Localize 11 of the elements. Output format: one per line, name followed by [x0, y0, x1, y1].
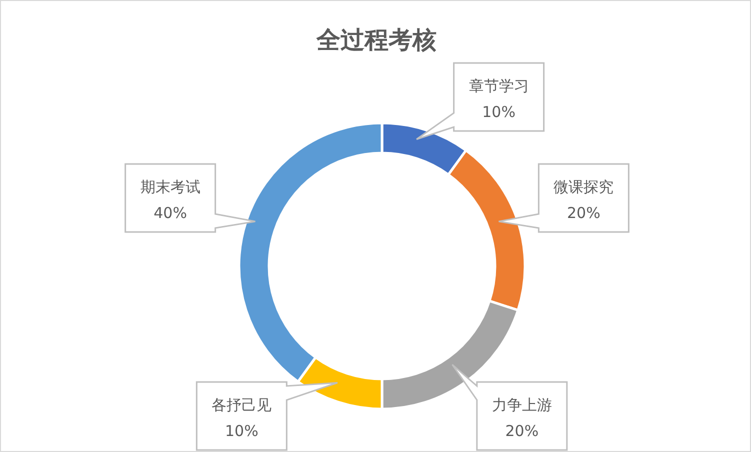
- slice-label: 力争上游: [492, 396, 552, 414]
- slice-label: 期末考试: [140, 178, 200, 196]
- chart-title: 全过程考核: [315, 25, 438, 55]
- data-label: 10%: [482, 103, 516, 122]
- data-label: 40%: [154, 204, 187, 222]
- slice-label: 各抒己见: [212, 396, 272, 414]
- slice-label: 章节学习: [468, 77, 529, 96]
- slice-label: 微课探究: [554, 178, 614, 196]
- data-label: 20%: [567, 204, 600, 222]
- data-label: 20%: [505, 422, 539, 440]
- data-label: 10%: [224, 422, 258, 440]
